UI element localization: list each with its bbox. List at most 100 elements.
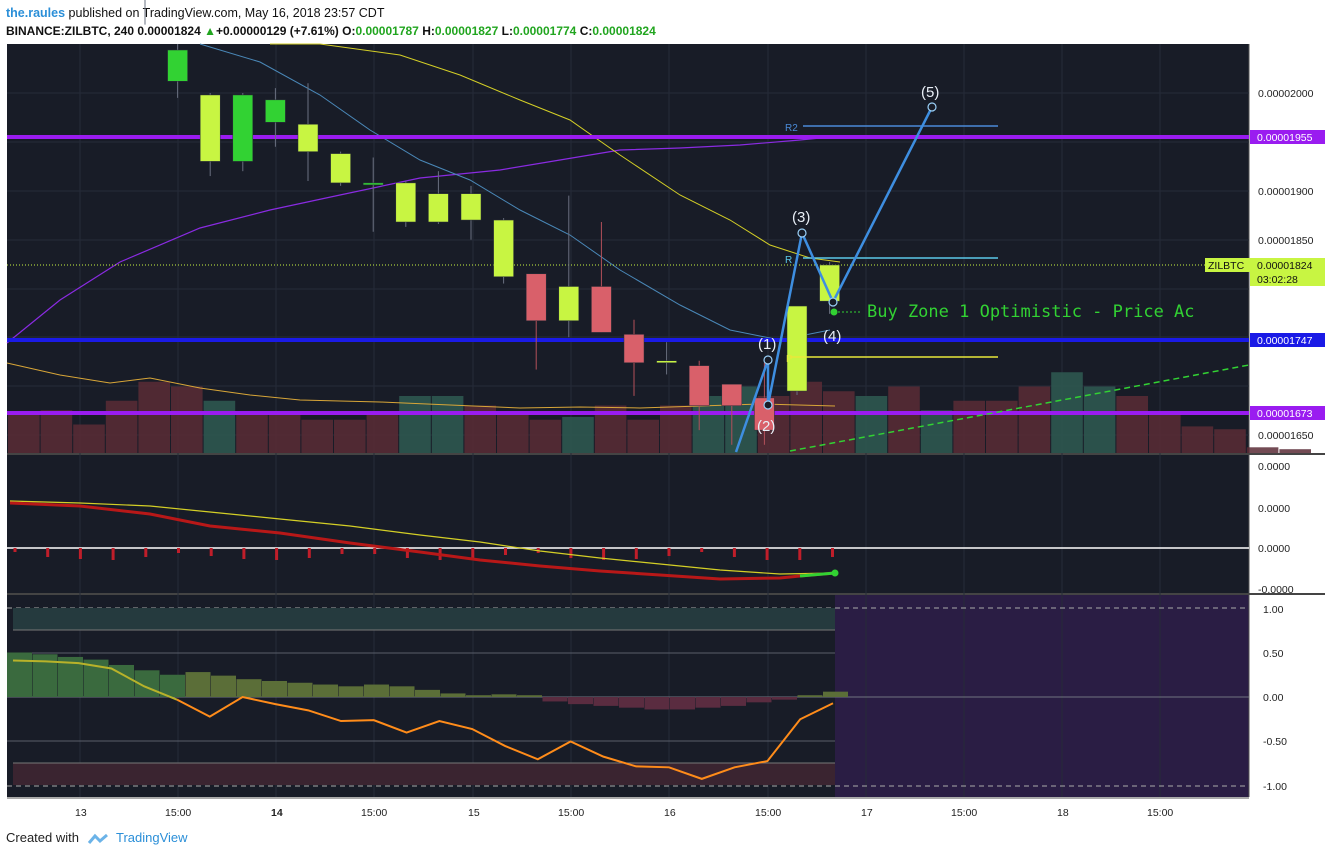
- volume-bar: [1149, 415, 1181, 453]
- published-text: published on TradingView.com, May 16, 20…: [65, 6, 385, 20]
- stoch-histogram-bar: [364, 684, 389, 697]
- stoch-histogram-bar: [415, 689, 440, 697]
- volume-bar: [1246, 447, 1279, 453]
- osc-tick: 0.0000: [1258, 543, 1290, 555]
- level-label: 0.00001673: [1257, 408, 1313, 420]
- level-label-bg: [1250, 333, 1325, 347]
- publish-line: the.raules published on TradingView.com,…: [6, 4, 656, 22]
- volume-bar: [1116, 396, 1148, 453]
- osc-signal-line: [9, 500, 836, 575]
- osc-cross-segment: [799, 571, 836, 578]
- candle-body: [525, 273, 547, 321]
- time-tick: 14: [271, 807, 283, 819]
- low-label: L:: [501, 24, 513, 38]
- up-arrow-icon: ▲: [204, 24, 216, 38]
- volume-bar: [1083, 386, 1116, 453]
- open-value: 0.00001787: [355, 24, 419, 38]
- time-axis-bg: [7, 797, 1249, 821]
- osc-tick: -0.0000: [1258, 584, 1294, 596]
- price-tick: 0.00001650: [1258, 430, 1314, 442]
- stoch-histogram-bar: [262, 680, 287, 697]
- stoch-upper-band: [13, 608, 835, 630]
- volume-bar: [855, 396, 888, 453]
- candle-body: [428, 193, 449, 223]
- volume-bar: [953, 400, 985, 453]
- candle-body: [297, 124, 319, 152]
- volume-bar: [40, 410, 73, 453]
- high-label: H:: [422, 24, 435, 38]
- price-tick: 0.00001850: [1258, 235, 1314, 247]
- time-tick: 15:00: [165, 807, 191, 819]
- candle-body: [688, 365, 710, 406]
- symbol-label: BINANCE:ZILBTC, 240: [6, 24, 135, 38]
- stoch-histogram-bar: [211, 675, 236, 697]
- candle-body: [395, 182, 417, 223]
- osc-tick: 0.0000: [1258, 461, 1290, 473]
- candle-body: [330, 153, 351, 184]
- osc-tick: 0.0000: [1258, 503, 1290, 515]
- volume-bar: [334, 419, 366, 453]
- time-tick: 17: [861, 807, 873, 819]
- volume-bar: [790, 381, 822, 453]
- footer: Created with TradingView: [6, 830, 188, 845]
- wave-point: [763, 355, 773, 365]
- wave-point: [797, 228, 807, 238]
- price-tick: 0.00001900: [1258, 186, 1314, 198]
- stoch-lower-band: [13, 763, 835, 785]
- blue-ma-line: [199, 43, 831, 341]
- volume-bar: [73, 424, 105, 453]
- tradingview-link[interactable]: TradingView: [116, 830, 188, 845]
- author-link[interactable]: the.raules: [6, 6, 66, 20]
- open-label: O:: [342, 24, 356, 38]
- stoch-histogram-bar: [389, 686, 415, 697]
- stoch-histogram-bar: [185, 672, 211, 697]
- stoch-histogram-bar: [772, 697, 797, 700]
- candle-body: [591, 286, 612, 333]
- candle-body: [656, 360, 677, 364]
- close-value: 0.00001824: [592, 24, 656, 38]
- stoch-histogram-bar: [619, 697, 644, 708]
- candle-body: [265, 99, 286, 123]
- buy-zone-annotation: Buy Zone 1 Optimistic - Price Ac: [867, 302, 1195, 322]
- volume-bar: [301, 419, 333, 453]
- volume-bar: [888, 386, 920, 453]
- stoch-tick: 0.00: [1263, 692, 1284, 704]
- close-label: C:: [579, 24, 593, 38]
- stoch-tick: -0.50: [1263, 736, 1287, 748]
- wave-label-5: (5): [921, 84, 939, 101]
- stoch-histogram-bar: [160, 674, 185, 697]
- wave-label-1: (1): [758, 336, 776, 353]
- time-tick: 15:00: [1147, 807, 1173, 819]
- time-tick: 15:00: [951, 807, 977, 819]
- elliott-wave-line: [734, 106, 934, 453]
- symbol-tag: ZILBTC: [1208, 260, 1245, 272]
- osc-cross-dot: [831, 569, 839, 577]
- time-tick: 15: [468, 807, 480, 819]
- candle-body: [232, 94, 254, 162]
- fib-label-p: P: [786, 354, 793, 365]
- volume-bar: [1214, 429, 1246, 453]
- candle-body: [558, 286, 580, 321]
- stoch-histogram-bar: [721, 697, 746, 706]
- candle-body: [623, 334, 645, 363]
- time-tick: 15:00: [755, 807, 781, 819]
- volume-bar: [8, 415, 40, 453]
- stoch-histogram-bar: [7, 652, 32, 697]
- stoch-histogram-bar: [287, 682, 313, 697]
- wave-label-3: (3): [792, 209, 810, 226]
- price-change: +0.00000129 (+7.61%): [216, 24, 339, 38]
- tradingview-logo-icon: [87, 833, 109, 845]
- time-tick: 15:00: [558, 807, 584, 819]
- volume-bar: [823, 391, 855, 453]
- volume-bar: [986, 400, 1018, 453]
- stoch-histogram-bar: [593, 697, 619, 706]
- countdown-tag: 03:02:28: [1257, 274, 1298, 286]
- purple-ma-line: [6, 137, 821, 344]
- stoch-histogram-bar: [466, 695, 491, 697]
- future-shade-bg: [835, 595, 1249, 797]
- price-axis-bg: [1249, 44, 1325, 797]
- stoch-line: [176, 695, 834, 780]
- symbol-tag-bg: [1205, 258, 1250, 272]
- wave-point: [927, 102, 937, 112]
